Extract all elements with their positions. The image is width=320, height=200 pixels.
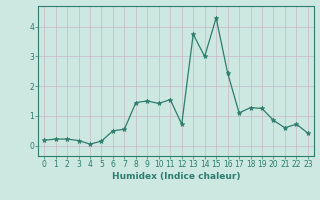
X-axis label: Humidex (Indice chaleur): Humidex (Indice chaleur) <box>112 172 240 181</box>
